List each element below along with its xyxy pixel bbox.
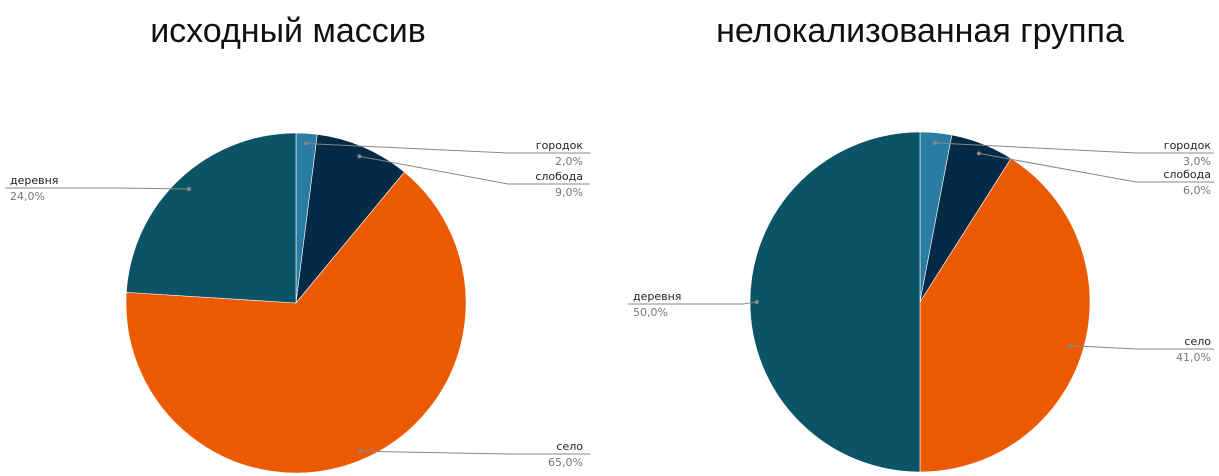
pie-slice-2 bbox=[125, 171, 467, 474]
slice-label: деревня bbox=[633, 290, 681, 303]
chart-title: нелокализованная группа bbox=[716, 12, 1124, 50]
callout-line bbox=[1070, 345, 1214, 350]
slice-label: деревня bbox=[10, 174, 58, 187]
pie-slice-3 bbox=[749, 131, 921, 473]
pie-slices bbox=[749, 131, 1091, 473]
slice-value: 50,0% bbox=[633, 306, 668, 319]
slice-label: городок bbox=[1164, 139, 1212, 152]
pie-slices bbox=[125, 132, 467, 474]
pie-labels: городок 3,0%слобода 6,0% село 41,0% деревня 50… bbox=[628, 139, 1214, 364]
callout-dot bbox=[754, 300, 759, 304]
slice-value: 41,0% bbox=[1176, 351, 1211, 364]
slice-value: 65,0% bbox=[548, 456, 583, 469]
callout-line bbox=[628, 301, 757, 305]
pie-slice-1 bbox=[295, 134, 405, 304]
callout-line bbox=[5, 187, 189, 190]
callout-dot bbox=[358, 449, 363, 454]
callout-dot bbox=[976, 151, 981, 156]
slice-value: 6,0% bbox=[1183, 184, 1211, 197]
pie-labels: городок 2,0% слобода 9,0% село 65,0% деревня 24… bbox=[5, 139, 590, 469]
callout-line bbox=[935, 142, 1214, 154]
callout-dot bbox=[357, 154, 362, 159]
callout-dot bbox=[1068, 343, 1073, 348]
slice-label: село bbox=[556, 440, 583, 453]
callout-line bbox=[360, 450, 590, 455]
callout-dot bbox=[933, 140, 938, 145]
pie-slice-2 bbox=[919, 158, 1091, 473]
slice-label: село bbox=[1184, 335, 1211, 348]
slice-label: слобода bbox=[1163, 168, 1211, 181]
slice-label: городок bbox=[536, 139, 584, 152]
slice-value: 9,0% bbox=[555, 186, 583, 199]
callout-line bbox=[306, 143, 590, 154]
chart-title: исходный массив bbox=[150, 12, 426, 50]
slice-value: 24,0% bbox=[10, 190, 45, 203]
callout-line bbox=[359, 155, 590, 185]
callout-line bbox=[978, 152, 1214, 183]
slice-value: 2,0% bbox=[555, 155, 583, 168]
pie-chart-original-array: исходный массив городок 2,0% слобода 9,0% се… bbox=[5, 12, 590, 474]
callout-dot bbox=[186, 186, 191, 191]
slice-label: слобода bbox=[535, 170, 583, 183]
callout-dot bbox=[304, 141, 309, 146]
slice-value: 3,0% bbox=[1183, 155, 1211, 168]
pie-chart-unlocalized-group: нелокализованная группа городок 3,0%слобо… bbox=[628, 12, 1214, 473]
pie-slice-3 bbox=[126, 132, 297, 304]
